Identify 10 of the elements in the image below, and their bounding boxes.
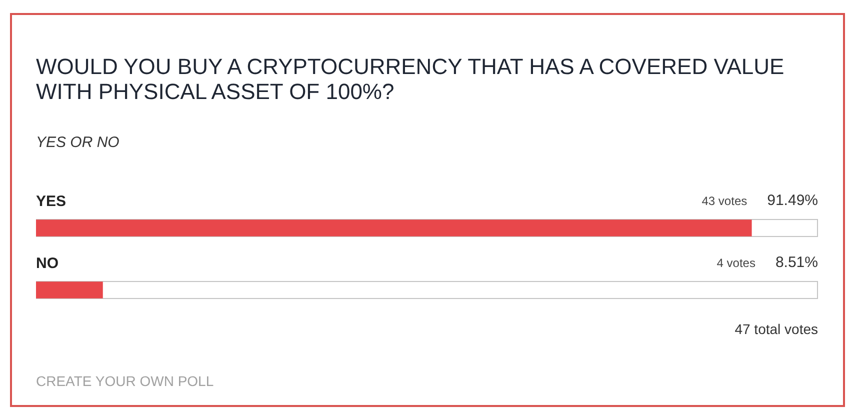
y-tick-label: YES	[36, 193, 66, 210]
annotation: 4 votes	[716, 256, 756, 270]
chart-title: WOULD YOU BUY A CRYPTOCURRENCY THAT HAS A COVERED VALUE WITH PHYSICAL ASSET OF 100%?	[36, 54, 786, 104]
data-label: 8.51%	[775, 254, 818, 271]
data-label: 91.49%	[767, 192, 818, 209]
text: CREATE YOUR OWN POLL	[36, 372, 214, 390]
y-tick-label: NO	[36, 255, 59, 272]
annotation: 43 votes	[702, 194, 748, 208]
chart-subtitle: YES OR NO	[36, 133, 120, 153]
text: 47 total votes	[734, 321, 818, 338]
